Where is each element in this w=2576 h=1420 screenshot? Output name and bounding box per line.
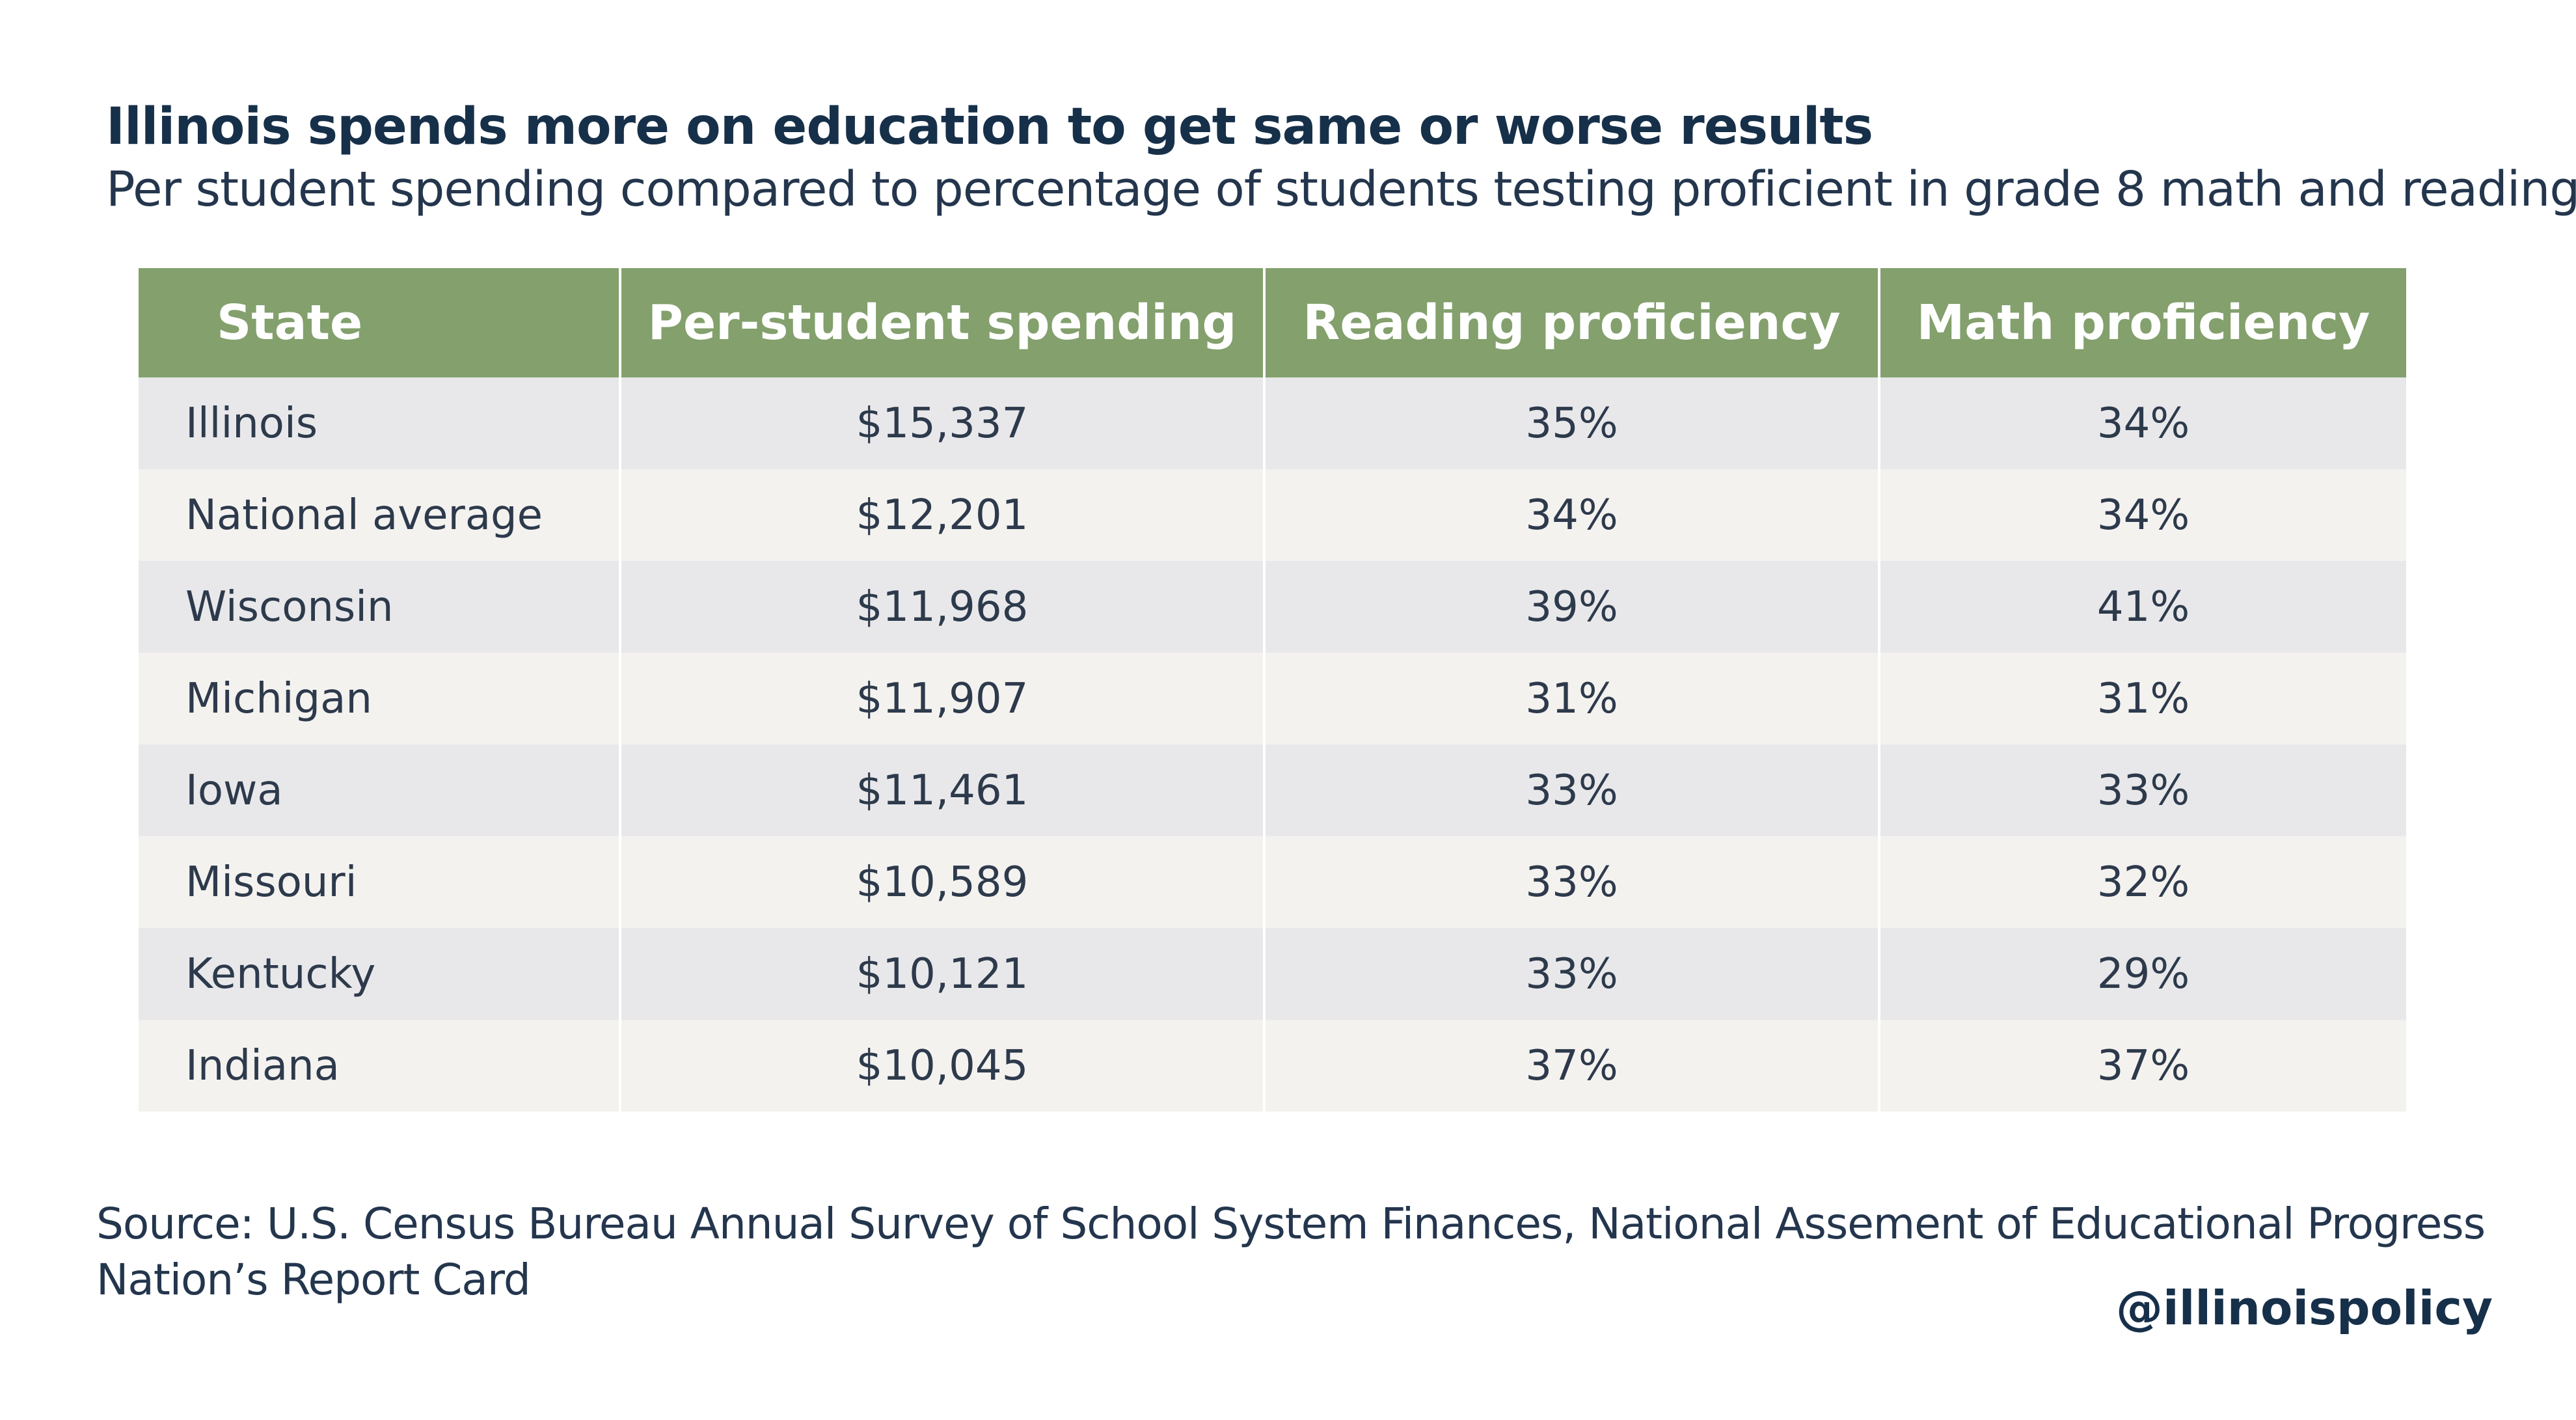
cell-reading: 37% (1264, 1020, 1880, 1112)
cell-reading: 35% (1264, 377, 1880, 469)
cell-spending: $15,337 (620, 377, 1266, 469)
cell-spending: $10,589 (620, 836, 1266, 928)
cell-math: 34% (1879, 469, 2406, 561)
chart-subtitle: Per student spending compared to percent… (106, 161, 2576, 217)
cell-state: Michigan (139, 653, 621, 744)
cell-reading: 33% (1264, 744, 1880, 836)
table-body: Illinois $15,337 35% 34% National average $12… (139, 377, 2406, 1112)
cell-spending: $11,907 (620, 653, 1266, 744)
cell-math: 41% (1879, 561, 2406, 653)
table-row: Illinois $15,337 35% 34% (139, 377, 2406, 469)
cell-state: Missouri (139, 836, 621, 928)
source-note: Source: U.S. Census Bureau Annual Survey… (96, 1199, 2486, 1305)
data-table-container: State Per-student spending Reading profi… (139, 268, 2406, 1112)
header-state: State (139, 268, 621, 377)
cell-reading: 39% (1264, 561, 1880, 653)
cell-spending: $11,968 (620, 561, 1266, 653)
cell-math: 31% (1879, 653, 2406, 744)
cell-spending: $10,045 (620, 1020, 1266, 1112)
cell-math: 37% (1879, 1020, 2406, 1112)
cell-math: 34% (1879, 377, 2406, 469)
table-row: Missouri $10,589 33% 32% (139, 836, 2406, 928)
data-table: State Per-student spending Reading profi… (139, 268, 2406, 1112)
cell-reading: 33% (1264, 928, 1880, 1020)
cell-state: Wisconsin (139, 561, 621, 653)
table-row: National average $12,201 34% 34% (139, 469, 2406, 561)
cell-reading: 33% (1264, 836, 1880, 928)
header-spending: Per-student spending (620, 268, 1266, 377)
cell-math: 33% (1879, 744, 2406, 836)
table-row: Indiana $10,045 37% 37% (139, 1020, 2406, 1112)
cell-state: Iowa (139, 744, 621, 836)
cell-spending: $10,121 (620, 928, 1266, 1020)
cell-state: Indiana (139, 1020, 621, 1112)
social-handle: @illinoispolicy (2116, 1281, 2493, 1335)
table-header: State Per-student spending Reading profi… (139, 268, 2406, 377)
chart-title: Illinois spends more on education to get… (106, 98, 1873, 156)
cell-spending: $11,461 (620, 744, 1266, 836)
header-row: State Per-student spending Reading profi… (139, 268, 2406, 377)
cell-state: Kentucky (139, 928, 621, 1020)
table-row: Michigan $11,907 31% 31% (139, 653, 2406, 744)
cell-state: National average (139, 469, 621, 561)
table-row: Wisconsin $11,968 39% 41% (139, 561, 2406, 653)
header-reading: Reading proficiency (1264, 268, 1880, 377)
table-row: Kentucky $10,121 33% 29% (139, 928, 2406, 1020)
cell-reading: 34% (1264, 469, 1880, 561)
cell-spending: $12,201 (620, 469, 1266, 561)
table-row: Iowa $11,461 33% 33% (139, 744, 2406, 836)
cell-math: 32% (1879, 836, 2406, 928)
cell-state: Illinois (139, 377, 621, 469)
cell-reading: 31% (1264, 653, 1880, 744)
cell-math: 29% (1879, 928, 2406, 1020)
header-math: Math proficiency (1879, 268, 2406, 377)
